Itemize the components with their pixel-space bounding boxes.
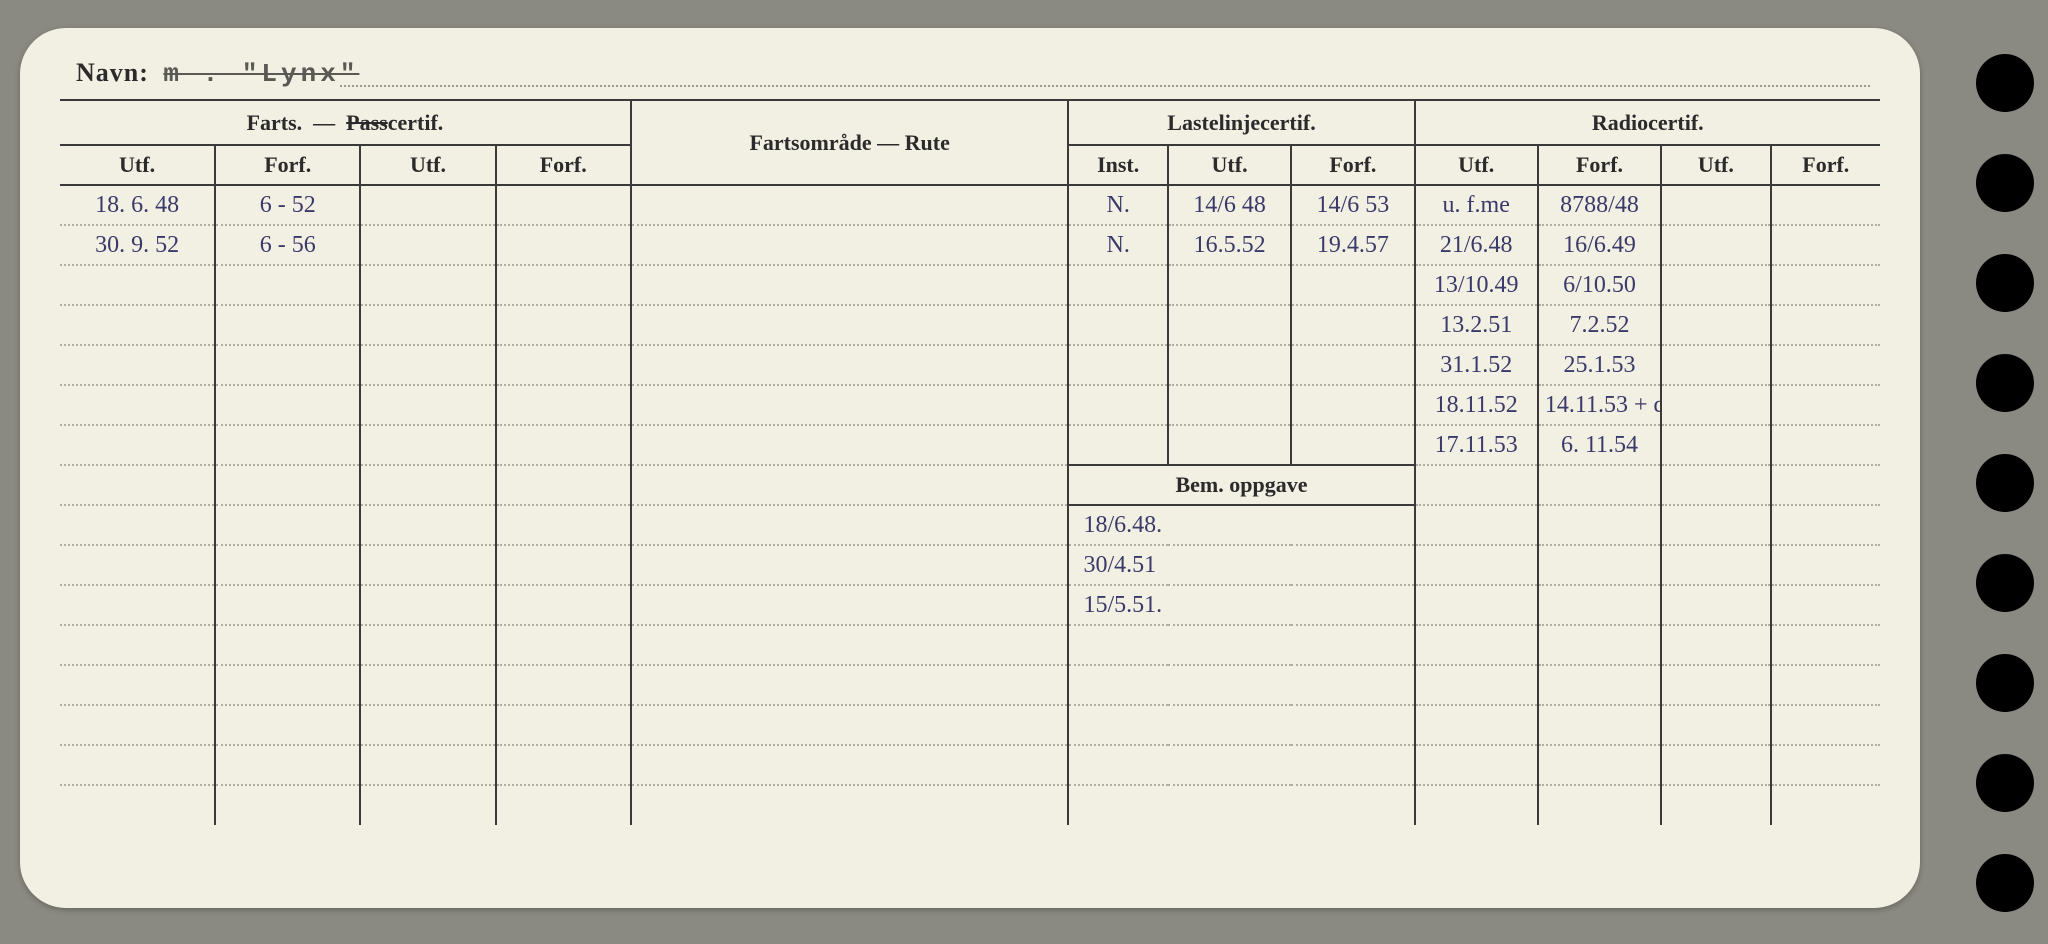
radio-utf: 21/6.48 bbox=[1415, 225, 1538, 265]
radio-utf: 13.2.51 bbox=[1415, 305, 1538, 345]
farts-forf: 6 - 52 bbox=[215, 185, 360, 225]
header-utf: Utf. bbox=[1415, 145, 1538, 185]
farts-utf: 30. 9. 52 bbox=[60, 225, 215, 265]
header-forf: Forf. bbox=[1291, 145, 1414, 185]
table-row: 30. 9. 52 6 - 56 N. 16.5.52 19.4.57 21/6… bbox=[60, 225, 1880, 265]
header-utf: Utf. bbox=[1168, 145, 1291, 185]
table-row bbox=[60, 625, 1880, 665]
header-utf: Utf. bbox=[60, 145, 215, 185]
hole-icon bbox=[1976, 554, 2034, 612]
radio-forf: 6. 11.54 bbox=[1538, 425, 1661, 465]
table-row: 31.1.52 25.1.53 bbox=[60, 345, 1880, 385]
table-row bbox=[60, 785, 1880, 825]
table-row: 17.11.53 6. 11.54 bbox=[60, 425, 1880, 465]
laste-inst: N. bbox=[1068, 225, 1167, 265]
header-laste-group: Lastelinjecertif. bbox=[1068, 101, 1414, 145]
header-inst: Inst. bbox=[1068, 145, 1167, 185]
table-row: 13/10.49 6/10.50 bbox=[60, 265, 1880, 305]
table-row bbox=[60, 745, 1880, 785]
laste-inst: N. bbox=[1068, 185, 1167, 225]
radio-utf: 31.1.52 bbox=[1415, 345, 1538, 385]
bem-header: Bem. oppgave bbox=[1068, 465, 1414, 505]
header-forf: Forf. bbox=[215, 145, 360, 185]
hole-icon bbox=[1976, 154, 2034, 212]
bem-value: 18/6.48. bbox=[1068, 505, 1414, 545]
header-radio-group: Radiocertif. bbox=[1415, 101, 1880, 145]
table-row bbox=[60, 665, 1880, 705]
header-forf: Forf. bbox=[496, 145, 631, 185]
radio-forf: 14.11.53 + disp bbox=[1538, 385, 1661, 425]
name-dotline bbox=[340, 85, 1870, 87]
radio-forf: 6/10.50 bbox=[1538, 265, 1661, 305]
name-value: m . "Lynx" bbox=[163, 59, 359, 89]
table-row: 13.2.51 7.2.52 bbox=[60, 305, 1880, 345]
radio-forf: 8788/48 bbox=[1538, 185, 1661, 225]
radio-forf: 7.2.52 bbox=[1538, 305, 1661, 345]
hole-icon bbox=[1976, 354, 2034, 412]
laste-utf: 16.5.52 bbox=[1168, 225, 1291, 265]
table-row: 15/5.51. bbox=[60, 585, 1880, 625]
header-utf: Utf. bbox=[360, 145, 495, 185]
farts-forf: 6 - 56 bbox=[215, 225, 360, 265]
hole-icon bbox=[1976, 754, 2034, 812]
radio-utf: 17.11.53 bbox=[1415, 425, 1538, 465]
header-farts-group: Farts. — Passcertif. bbox=[60, 101, 631, 145]
radio-forf: 16/6.49 bbox=[1538, 225, 1661, 265]
header-forf: Forf. bbox=[1538, 145, 1661, 185]
certificate-table: Farts. — Passcertif. Fartsområde — Rute … bbox=[60, 101, 1880, 825]
bem-value: 30/4.51 bbox=[1068, 545, 1414, 585]
hole-icon bbox=[1976, 254, 2034, 312]
bem-value: 15/5.51. bbox=[1068, 585, 1414, 625]
header-forf: Forf. bbox=[1771, 145, 1880, 185]
header-utf: Utf. bbox=[1661, 145, 1770, 185]
hole-icon bbox=[1976, 454, 2034, 512]
laste-utf: 14/6 48 bbox=[1168, 185, 1291, 225]
header-farts-text: Farts. — Passcertif. bbox=[247, 110, 444, 135]
table-row: 18/6.48. bbox=[60, 505, 1880, 545]
table-row: 18. 6. 48 6 - 52 N. 14/6 48 14/6 53 u. f… bbox=[60, 185, 1880, 225]
farts-utf: 18. 6. 48 bbox=[60, 185, 215, 225]
table-row: Bem. oppgave bbox=[60, 465, 1880, 505]
radio-utf: 18.11.52 bbox=[1415, 385, 1538, 425]
binder-holes bbox=[1976, 54, 2034, 912]
laste-forf: 19.4.57 bbox=[1291, 225, 1414, 265]
radio-forf: 25.1.53 bbox=[1538, 345, 1661, 385]
index-card: Navn: m . "Lynx" Farts. — Passcertif. Fa… bbox=[20, 28, 1920, 908]
radio-utf: 13/10.49 bbox=[1415, 265, 1538, 305]
hole-icon bbox=[1976, 54, 2034, 112]
name-row: Navn: m . "Lynx" bbox=[60, 56, 1880, 101]
table-row: 30/4.51 bbox=[60, 545, 1880, 585]
laste-forf: 14/6 53 bbox=[1291, 185, 1414, 225]
table-row: 18.11.52 14.11.53 + disp bbox=[60, 385, 1880, 425]
radio-utf: u. f.me bbox=[1415, 185, 1538, 225]
table-row bbox=[60, 705, 1880, 745]
hole-icon bbox=[1976, 654, 2034, 712]
name-label: Navn: bbox=[76, 58, 149, 87]
header-rute-group: Fartsområde — Rute bbox=[631, 101, 1069, 185]
hole-icon bbox=[1976, 854, 2034, 912]
